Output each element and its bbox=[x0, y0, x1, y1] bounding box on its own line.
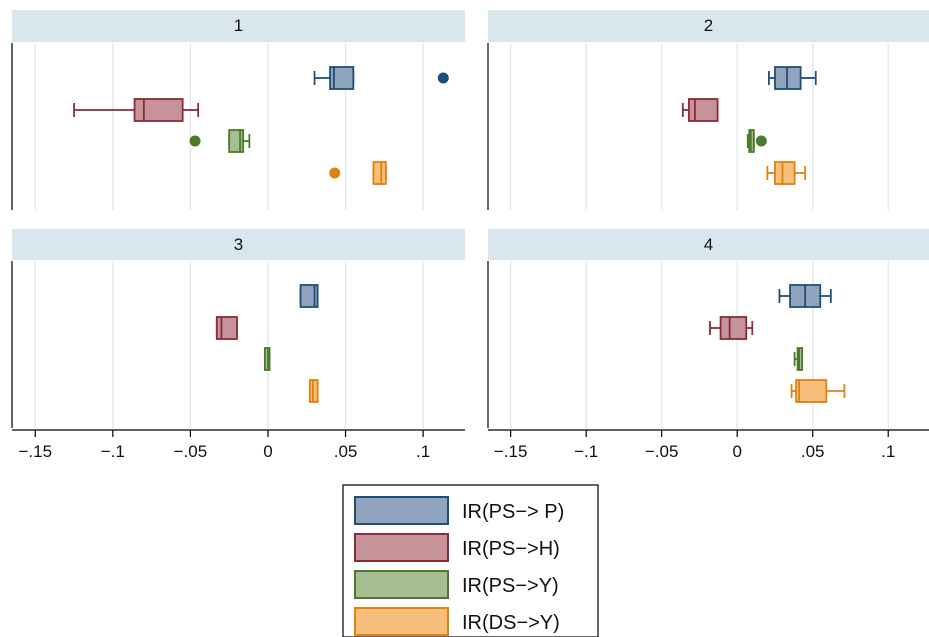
panel-strip bbox=[12, 229, 465, 260]
panels-layer: 1 2 3 −.15 −.1 −.05 0 .05 .1 4 −.15 −.1 −.05 0 .05 .1 bbox=[11, 10, 929, 461]
x-tick-label: .05 bbox=[334, 442, 358, 461]
box-2 bbox=[73, 98, 200, 122]
outlier-point bbox=[437, 72, 449, 84]
box-1 bbox=[299, 284, 319, 308]
x-axis: −.15 −.1 −.05 0 .05 .1 bbox=[488, 429, 929, 461]
iqr-box bbox=[215, 316, 238, 340]
x-axis: −.15 −.1 −.05 0 .05 .1 bbox=[12, 429, 465, 461]
box-1 bbox=[778, 284, 832, 308]
box-3 bbox=[263, 347, 271, 371]
iqr-box bbox=[228, 129, 245, 153]
outlier-point bbox=[189, 135, 201, 147]
iqr-box bbox=[133, 98, 184, 122]
legend: IR(PS−> P) IR(PS−>H) IR(PS−>Y) IR(DS−>Y) bbox=[342, 484, 599, 637]
legend-item-3: IR(PS−>Y) bbox=[354, 570, 559, 599]
panel-strip bbox=[12, 10, 465, 42]
x-tick-label: 0 bbox=[732, 442, 741, 461]
iqr-box bbox=[795, 379, 828, 403]
box-4 bbox=[790, 379, 846, 403]
iqr-box bbox=[299, 284, 319, 308]
x-tick-label: −.15 bbox=[18, 442, 52, 461]
box-2 bbox=[215, 316, 238, 340]
legend-label: IR(PS−> P) bbox=[462, 501, 564, 523]
iqr-box bbox=[774, 161, 796, 185]
iqr-box bbox=[687, 98, 719, 122]
box-3 bbox=[189, 129, 251, 153]
box-4 bbox=[329, 161, 387, 185]
x-tick-label: −.05 bbox=[645, 442, 679, 461]
legend-label: IR(PS−>Y) bbox=[462, 575, 559, 597]
box-4 bbox=[766, 161, 807, 185]
panel-label: 2 bbox=[704, 16, 713, 35]
panel-strip bbox=[488, 10, 929, 42]
box-3 bbox=[746, 129, 767, 153]
outlier-point bbox=[329, 167, 341, 179]
x-tick-label: .1 bbox=[881, 442, 895, 461]
legend-swatch bbox=[354, 496, 449, 525]
panel-label: 3 bbox=[234, 235, 243, 254]
x-tick-label: .05 bbox=[801, 442, 825, 461]
legend-swatch bbox=[354, 607, 449, 636]
iqr-box bbox=[719, 316, 748, 340]
legend-swatch bbox=[354, 533, 449, 562]
legend-item-4: IR(DS−>Y) bbox=[354, 607, 560, 636]
x-tick-label: 0 bbox=[263, 442, 272, 461]
outlier-point bbox=[755, 135, 767, 147]
legend-label: IR(PS−>H) bbox=[462, 538, 560, 560]
legend-label: IR(DS−>Y) bbox=[462, 612, 560, 634]
x-tick-label: −.1 bbox=[101, 442, 125, 461]
panel-1: 1 bbox=[11, 10, 465, 210]
panel-strip bbox=[488, 229, 929, 260]
x-tick-label: −.1 bbox=[574, 442, 598, 461]
box-4 bbox=[308, 379, 319, 403]
x-tick-label: .1 bbox=[416, 442, 430, 461]
box-3 bbox=[793, 347, 804, 371]
iqr-box bbox=[329, 66, 355, 90]
legend-item-1: IR(PS−> P) bbox=[354, 496, 564, 525]
box-2 bbox=[709, 316, 754, 340]
panel-label: 1 bbox=[234, 16, 243, 35]
panel-4: 4 −.15 −.1 −.05 0 .05 .1 bbox=[487, 229, 929, 461]
box-1 bbox=[313, 66, 449, 90]
box-2 bbox=[681, 98, 719, 122]
iqr-box bbox=[372, 161, 387, 185]
panel-label: 4 bbox=[704, 235, 713, 254]
panel-2: 2 bbox=[487, 10, 929, 210]
x-tick-label: −.15 bbox=[494, 442, 528, 461]
x-tick-label: −.05 bbox=[174, 442, 208, 461]
box-1 bbox=[768, 66, 817, 90]
panel-3: 3 −.15 −.1 −.05 0 .05 .1 bbox=[11, 229, 465, 461]
legend-swatch bbox=[354, 570, 449, 599]
legend-item-2: IR(PS−>H) bbox=[354, 533, 560, 562]
